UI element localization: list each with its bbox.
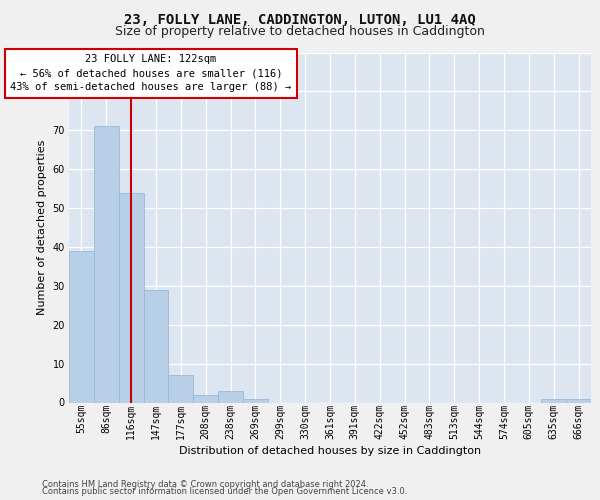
Text: Contains public sector information licensed under the Open Government Licence v3: Contains public sector information licen… <box>42 488 407 496</box>
Bar <box>119 192 143 402</box>
Text: 23 FOLLY LANE: 122sqm
← 56% of detached houses are smaller (116)
43% of semi-det: 23 FOLLY LANE: 122sqm ← 56% of detached … <box>10 54 292 92</box>
Bar <box>541 398 566 402</box>
X-axis label: Distribution of detached houses by size in Caddington: Distribution of detached houses by size … <box>179 446 481 456</box>
Text: Size of property relative to detached houses in Caddington: Size of property relative to detached ho… <box>115 25 485 38</box>
Bar <box>94 126 119 402</box>
Bar <box>169 376 193 402</box>
Text: 23, FOLLY LANE, CADDINGTON, LUTON, LU1 4AQ: 23, FOLLY LANE, CADDINGTON, LUTON, LU1 4… <box>124 12 476 26</box>
Bar <box>193 394 218 402</box>
Bar <box>243 398 268 402</box>
Bar <box>143 290 169 403</box>
Bar <box>218 391 243 402</box>
Y-axis label: Number of detached properties: Number of detached properties <box>37 140 47 315</box>
Text: Contains HM Land Registry data © Crown copyright and database right 2024.: Contains HM Land Registry data © Crown c… <box>42 480 368 489</box>
Bar <box>566 398 591 402</box>
Bar <box>69 251 94 402</box>
